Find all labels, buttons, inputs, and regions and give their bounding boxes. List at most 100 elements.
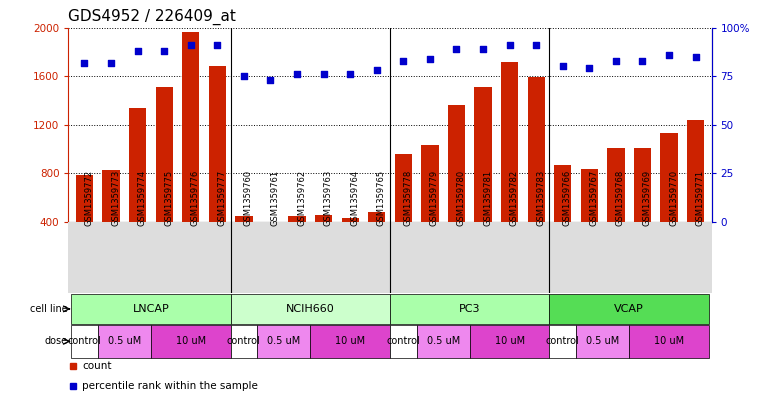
- Text: PC3: PC3: [459, 304, 480, 314]
- Text: dose: dose: [45, 336, 68, 346]
- Bar: [581, 169, 598, 271]
- Text: GSM1359779: GSM1359779: [430, 169, 439, 226]
- Bar: [368, 212, 385, 271]
- Bar: [470, 325, 549, 358]
- Text: VCAP: VCAP: [614, 304, 644, 314]
- Text: GSM1359760: GSM1359760: [244, 169, 253, 226]
- Bar: [315, 215, 333, 271]
- Bar: [209, 66, 226, 271]
- Bar: [422, 145, 438, 271]
- Bar: [71, 325, 97, 358]
- Text: percentile rank within the sample: percentile rank within the sample: [82, 381, 258, 391]
- Bar: [390, 294, 549, 324]
- Point: [158, 48, 170, 54]
- Point: [530, 42, 543, 48]
- Bar: [182, 32, 199, 271]
- Point: [610, 57, 622, 64]
- Point: [291, 71, 303, 77]
- Text: GSM1359782: GSM1359782: [510, 169, 518, 226]
- Text: GSM1359767: GSM1359767: [589, 169, 598, 226]
- Text: cell line: cell line: [30, 304, 68, 314]
- Point: [237, 73, 250, 79]
- Text: 0.5 uM: 0.5 uM: [267, 336, 301, 346]
- Bar: [395, 154, 412, 271]
- Bar: [155, 87, 173, 271]
- Text: GSM1359762: GSM1359762: [297, 169, 306, 226]
- Text: GSM1359766: GSM1359766: [562, 169, 572, 226]
- Bar: [71, 294, 231, 324]
- Point: [78, 59, 91, 66]
- Bar: [97, 325, 151, 358]
- Bar: [257, 325, 310, 358]
- Bar: [416, 325, 470, 358]
- Bar: [629, 325, 709, 358]
- Bar: [576, 325, 629, 358]
- Text: control: control: [227, 336, 261, 346]
- Point: [663, 51, 675, 58]
- Point: [264, 77, 276, 83]
- Text: NCIH660: NCIH660: [286, 304, 335, 314]
- Text: GSM1359772: GSM1359772: [84, 169, 94, 226]
- Text: 10 uM: 10 uM: [654, 336, 684, 346]
- Text: GSM1359780: GSM1359780: [457, 169, 466, 226]
- Point: [556, 63, 568, 70]
- Bar: [549, 325, 576, 358]
- Point: [185, 42, 197, 48]
- Text: control: control: [387, 336, 420, 346]
- Point: [477, 46, 489, 52]
- Point: [504, 42, 516, 48]
- Bar: [607, 148, 625, 271]
- Bar: [634, 148, 651, 271]
- Text: GSM1359783: GSM1359783: [537, 169, 545, 226]
- Bar: [262, 223, 279, 271]
- Bar: [288, 216, 306, 271]
- Bar: [342, 219, 358, 271]
- Point: [212, 42, 224, 48]
- Point: [451, 46, 463, 52]
- Text: control: control: [68, 336, 101, 346]
- Text: 10 uM: 10 uM: [176, 336, 205, 346]
- Text: GDS4952 / 226409_at: GDS4952 / 226409_at: [68, 9, 237, 25]
- Bar: [231, 294, 390, 324]
- Text: GSM1359777: GSM1359777: [218, 169, 226, 226]
- Text: GSM1359773: GSM1359773: [111, 169, 120, 226]
- Bar: [447, 105, 465, 271]
- Text: 0.5 uM: 0.5 uM: [107, 336, 141, 346]
- Text: GSM1359778: GSM1359778: [403, 169, 412, 226]
- Text: GSM1359774: GSM1359774: [138, 169, 147, 226]
- Text: count: count: [82, 362, 112, 371]
- Bar: [661, 133, 677, 271]
- Point: [317, 71, 330, 77]
- Point: [105, 59, 117, 66]
- Point: [344, 71, 356, 77]
- Point: [583, 65, 595, 72]
- Text: GSM1359769: GSM1359769: [642, 169, 651, 226]
- Bar: [474, 87, 492, 271]
- Text: 0.5 uM: 0.5 uM: [426, 336, 460, 346]
- Bar: [151, 325, 231, 358]
- Text: GSM1359771: GSM1359771: [696, 169, 705, 226]
- Bar: [231, 325, 257, 358]
- Bar: [687, 120, 704, 271]
- Bar: [527, 77, 545, 271]
- Text: GSM1359765: GSM1359765: [377, 169, 386, 226]
- Bar: [129, 108, 146, 271]
- Text: GSM1359781: GSM1359781: [483, 169, 492, 226]
- Bar: [549, 294, 709, 324]
- Point: [371, 67, 383, 73]
- Text: GSM1359776: GSM1359776: [191, 169, 199, 226]
- Point: [689, 53, 702, 60]
- Bar: [235, 216, 253, 271]
- Point: [397, 57, 409, 64]
- Point: [132, 48, 144, 54]
- Text: 10 uM: 10 uM: [335, 336, 365, 346]
- Text: 0.5 uM: 0.5 uM: [586, 336, 619, 346]
- Bar: [310, 325, 390, 358]
- Text: GSM1359775: GSM1359775: [164, 169, 174, 226]
- Bar: [501, 62, 518, 271]
- Bar: [76, 174, 93, 271]
- Bar: [103, 170, 119, 271]
- Text: control: control: [546, 336, 580, 346]
- Text: GSM1359768: GSM1359768: [616, 169, 625, 226]
- Text: LNCAP: LNCAP: [132, 304, 169, 314]
